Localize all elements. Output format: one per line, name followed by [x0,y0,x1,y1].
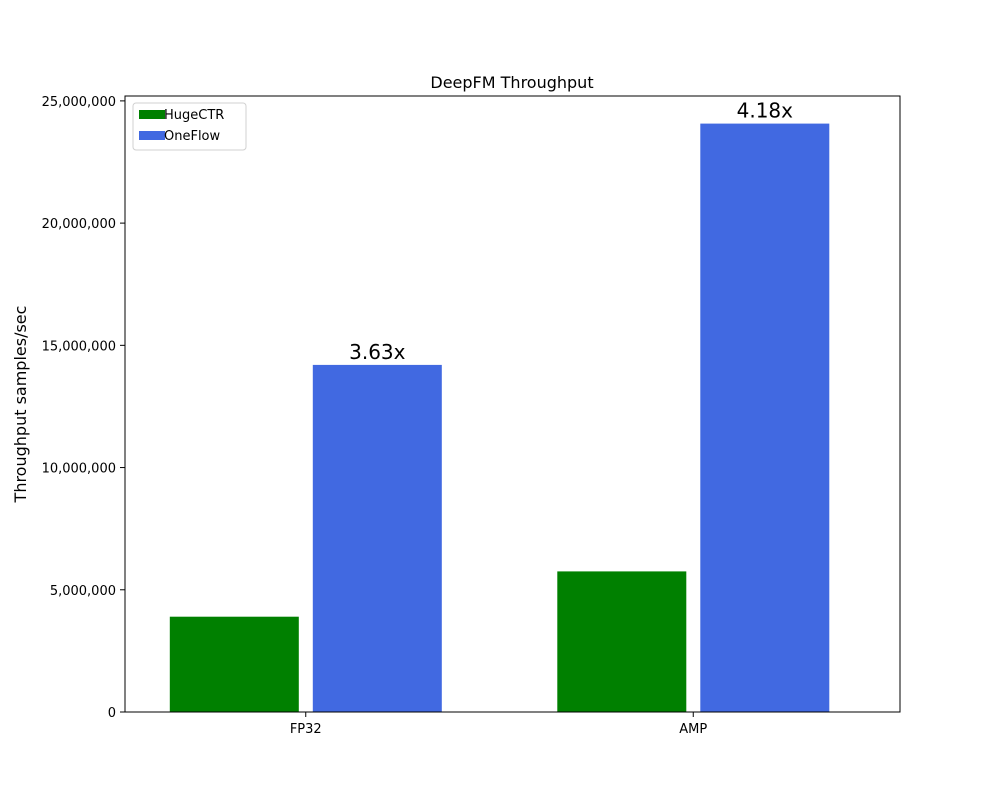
y-tick-label: 5,000,000 [50,584,116,599]
y-tick-label: 10,000,000 [42,462,116,477]
bar-hugectr-fp32 [169,616,299,712]
legend-label-oneflow: OneFlow [164,129,221,144]
y-tick-label: 20,000,000 [42,217,116,232]
x-tick-label: AMP [679,722,707,737]
x-tick-label: FP32 [290,722,322,737]
legend-swatch-oneflow [139,131,165,140]
axes-frame [124,95,901,713]
y-tick-label: 0 [108,706,116,721]
bar-data-label: 4.18x [737,99,794,123]
bar-oneflow-fp32 [312,364,442,712]
legend-label-hugectr: HugeCTR [164,108,224,123]
y-tick-label: 15,000,000 [42,339,116,354]
bar-oneflow-amp [700,123,830,713]
legend: HugeCTR OneFlow [132,102,247,151]
chart-title: DeepFM Throughput [430,73,593,92]
bar-hugectr-amp [557,571,687,712]
y-tick-label: 25,000,000 [42,95,116,110]
legend-swatch-hugectr [139,110,165,119]
y-axis-label: Throughput samples/sec [11,306,30,504]
bar-data-label: 3.63x [349,340,406,364]
plot-area: 3.63x FP32 4.18x AMP 0 5,000,000 10,000,000 15,… [42,95,901,737]
